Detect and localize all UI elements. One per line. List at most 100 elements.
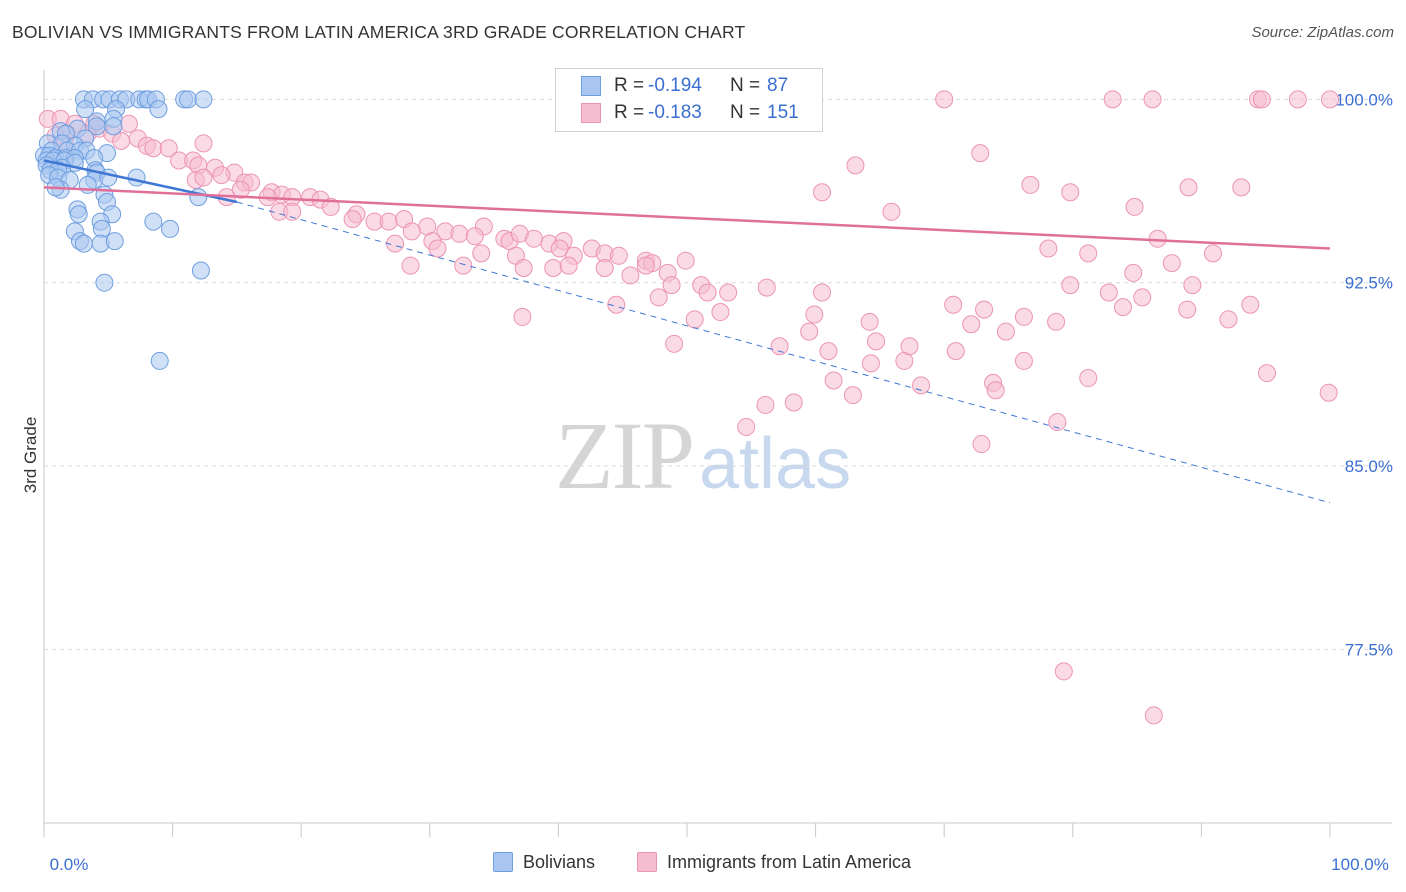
point-immigrants (1099, 283, 1118, 302)
point-immigrants (719, 283, 738, 302)
point-immigrants (401, 256, 420, 275)
point-immigrants (524, 229, 543, 248)
legend-r-value: -0.194 (648, 75, 702, 96)
point-bolivians (149, 100, 168, 119)
point-immigrants (1143, 90, 1162, 109)
point-immigrants (194, 134, 213, 153)
point-immigrants (1241, 295, 1260, 314)
point-bolivians (179, 90, 198, 109)
point-immigrants (1203, 244, 1222, 263)
point-immigrants (1048, 413, 1067, 432)
legend-swatch-pink (581, 103, 601, 123)
point-immigrants (756, 395, 775, 414)
point-immigrants (784, 393, 803, 412)
y-tick-label: 92.5% (1345, 274, 1393, 293)
point-immigrants (1257, 364, 1276, 383)
bottom-legend-label-bolivians: Bolivians (523, 852, 596, 872)
point-immigrants (1039, 239, 1058, 258)
point-immigrants (770, 337, 789, 356)
legend-n-value: 87 (767, 75, 789, 96)
point-immigrants (1014, 351, 1033, 370)
point-bolivians (194, 90, 213, 109)
point-immigrants (962, 315, 981, 334)
point-immigrants (343, 210, 362, 229)
point-immigrants (550, 239, 569, 258)
legend-row-immigrants: R = -0.183 N = 151 (556, 100, 822, 128)
bottom-legend-swatch-pink (637, 852, 657, 872)
point-immigrants (737, 417, 756, 436)
y-axis-label: 3rd Grade (21, 417, 40, 494)
point-immigrants (685, 310, 704, 329)
point-immigrants (1219, 310, 1238, 329)
x-tick-label: 0.0% (50, 855, 89, 874)
point-immigrants (1321, 90, 1339, 109)
point-immigrants (1288, 90, 1307, 109)
watermark-zip: ZIP (555, 402, 695, 509)
point-immigrants (1144, 706, 1163, 725)
point-immigrants (1125, 197, 1144, 216)
point-bolivians (95, 273, 114, 292)
point-immigrants (1054, 662, 1073, 681)
point-immigrants (805, 305, 824, 324)
point-immigrants (860, 312, 879, 331)
point-immigrants (621, 266, 640, 285)
point-bolivians (104, 117, 123, 136)
point-immigrants (912, 376, 931, 395)
point-bolivians (161, 219, 180, 238)
point-immigrants (882, 202, 901, 221)
point-immigrants (819, 342, 838, 361)
chart-title: BOLIVIAN VS IMMIGRANTS FROM LATIN AMERIC… (12, 22, 746, 42)
bottom-legend-label-immigrants: Immigrants from Latin America (667, 852, 912, 872)
point-immigrants (1103, 90, 1122, 109)
point-bolivians (99, 168, 118, 187)
legend-swatch-blue (581, 76, 601, 96)
point-immigrants (867, 332, 886, 351)
point-immigrants (144, 139, 163, 158)
source-label: Source: ZipAtlas.com (1251, 24, 1394, 41)
point-immigrants (676, 251, 695, 270)
point-immigrants (824, 371, 843, 390)
point-immigrants (119, 114, 138, 133)
watermark-atlas: atlas (699, 424, 852, 504)
bottom-legend-swatch-blue (493, 852, 513, 872)
point-immigrants (1061, 183, 1080, 202)
point-immigrants (402, 222, 421, 241)
point-immigrants (996, 322, 1015, 341)
point-immigrants (800, 322, 819, 341)
point-immigrants (900, 337, 919, 356)
point-immigrants (986, 381, 1005, 400)
point-immigrants (1148, 229, 1167, 248)
point-immigrants (454, 256, 473, 275)
point-immigrants (1113, 298, 1132, 317)
legend-n-label: N = (730, 102, 761, 123)
point-immigrants (212, 166, 231, 185)
bottom-legend-immigrants: Immigrants from Latin America (637, 852, 911, 873)
point-bolivians (144, 212, 163, 231)
point-immigrants (757, 278, 776, 297)
point-immigrants (698, 283, 717, 302)
point-immigrants (946, 342, 965, 361)
point-immigrants (843, 386, 862, 405)
point-bolivians (150, 351, 169, 370)
point-immigrants (1133, 288, 1152, 307)
point-immigrants (513, 307, 532, 326)
correlation-legend: R = -0.194 N = 87 R = -0.183 N = 151 (555, 68, 823, 132)
point-immigrants (1079, 244, 1098, 263)
point-bolivians (105, 232, 124, 251)
bottom-legend-bolivians: Bolivians (493, 852, 595, 873)
point-immigrants (972, 435, 991, 454)
point-immigrants (231, 180, 250, 199)
point-immigrants (607, 295, 626, 314)
point-immigrants (944, 295, 963, 314)
point-immigrants (283, 202, 302, 221)
point-bolivians (191, 261, 210, 280)
trendline-bolivians-extrapolated (236, 201, 1331, 504)
point-immigrants (379, 212, 398, 231)
point-immigrants (465, 227, 484, 246)
point-immigrants (935, 90, 954, 109)
point-immigrants (559, 256, 578, 275)
point-immigrants (450, 224, 469, 243)
point-bolivians (76, 100, 95, 119)
point-immigrants (1252, 90, 1271, 109)
